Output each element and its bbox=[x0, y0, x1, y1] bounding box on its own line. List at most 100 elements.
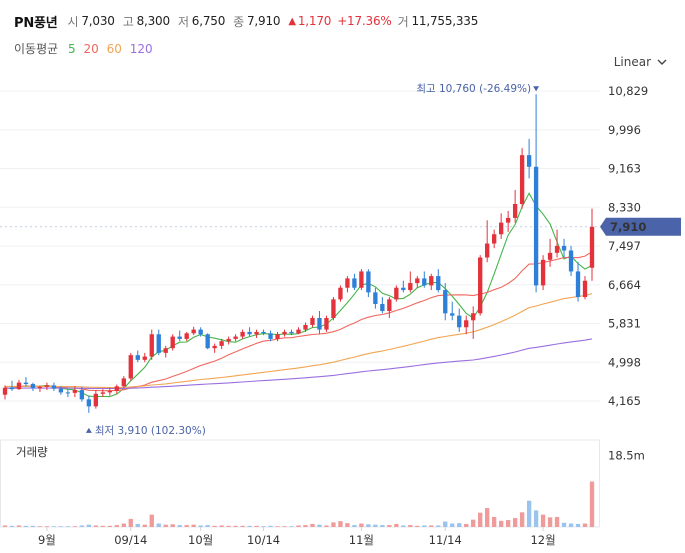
open-value: 7,030 bbox=[81, 14, 115, 28]
candle-body bbox=[345, 278, 350, 288]
volume-bar bbox=[219, 525, 224, 527]
candle-body bbox=[359, 271, 364, 288]
volume-bar bbox=[30, 525, 36, 527]
volume-bar bbox=[589, 481, 595, 527]
candles bbox=[2, 94, 595, 413]
current-price-tag bbox=[600, 217, 681, 236]
scale-selector-label: Linear bbox=[613, 55, 651, 69]
change-percent: +17.36% bbox=[337, 14, 392, 28]
price-axis: 10,829 9,996 9,163 8,330 7,497 6,664 5,831 4,99… bbox=[608, 84, 648, 408]
volume-bar bbox=[205, 525, 210, 527]
volume-bar bbox=[394, 523, 399, 527]
volume-bar bbox=[240, 525, 245, 527]
volume-bar bbox=[457, 523, 462, 527]
volume-bar bbox=[156, 523, 161, 527]
candle-body bbox=[512, 203, 518, 218]
price-tick-label: 7,497 bbox=[608, 239, 641, 253]
high-label: 고 bbox=[122, 14, 134, 29]
volume-bar bbox=[296, 525, 301, 527]
close-value: 7,910 bbox=[246, 14, 281, 28]
volume-bar bbox=[100, 525, 105, 527]
candle-body bbox=[582, 280, 588, 298]
volume-title: 거래량 bbox=[16, 445, 48, 459]
low-marker-icon bbox=[85, 427, 92, 433]
candle-body bbox=[505, 217, 511, 223]
candle-body bbox=[422, 278, 427, 286]
volume-bar bbox=[554, 516, 560, 527]
volume-bar bbox=[233, 525, 238, 527]
volume-bar bbox=[16, 525, 22, 527]
candle-body bbox=[9, 387, 15, 390]
volume-bar bbox=[247, 525, 252, 527]
candle-body bbox=[450, 313, 455, 316]
candle-body bbox=[163, 348, 168, 353]
price-tick-label: 8,330 bbox=[608, 200, 641, 214]
volume-bar bbox=[380, 525, 385, 527]
volume-bar bbox=[373, 524, 378, 527]
ma-120-line bbox=[5, 338, 593, 390]
candle-body bbox=[219, 341, 224, 346]
volume-bar bbox=[128, 518, 133, 527]
volume-bar bbox=[324, 525, 329, 527]
chevron-down-icon bbox=[657, 59, 667, 65]
volume-bar bbox=[408, 525, 413, 527]
volume-bar bbox=[436, 525, 441, 527]
candle-body bbox=[198, 329, 203, 335]
volume-bar bbox=[492, 516, 497, 527]
volume-bar bbox=[464, 523, 469, 527]
candle-body bbox=[240, 331, 245, 337]
candle-body bbox=[415, 278, 420, 284]
volume-bar bbox=[184, 525, 189, 527]
ma-5-label[interactable]: 5 bbox=[68, 42, 76, 56]
ma-20-label[interactable]: 20 bbox=[83, 42, 99, 56]
volume-bar bbox=[401, 525, 406, 527]
ma-60-label[interactable]: 60 bbox=[106, 42, 122, 56]
candle-body bbox=[380, 304, 385, 311]
candle-body bbox=[533, 166, 539, 286]
volume-bar bbox=[261, 526, 266, 527]
candle-body bbox=[226, 338, 231, 342]
ma-5-line bbox=[4, 192, 593, 398]
volume-bar bbox=[575, 523, 581, 527]
volume-bar bbox=[505, 520, 511, 527]
candle-body bbox=[589, 226, 595, 268]
volume-bar bbox=[254, 525, 259, 527]
volume-bar bbox=[121, 523, 126, 527]
volume-tick-label: 18.5m bbox=[608, 448, 645, 462]
candle-body bbox=[121, 378, 126, 387]
candle-body bbox=[184, 333, 189, 339]
candle-body bbox=[149, 334, 154, 357]
candle-body bbox=[338, 287, 343, 300]
date-tick-label: 11/14 bbox=[429, 533, 462, 547]
candle-body bbox=[37, 386, 43, 389]
price-tick-label: 9,996 bbox=[608, 123, 641, 137]
close-label: 종 bbox=[233, 14, 244, 29]
candle-body bbox=[177, 336, 182, 339]
volume-bar bbox=[561, 522, 567, 527]
volume-bar bbox=[198, 525, 203, 527]
ma-120-label[interactable]: 120 bbox=[129, 42, 153, 56]
volume-bar bbox=[450, 523, 455, 527]
candle-body bbox=[457, 315, 462, 328]
candle-body bbox=[429, 276, 434, 286]
candle-body bbox=[282, 331, 287, 335]
candle-body bbox=[65, 392, 71, 394]
quote-header: PN풍년 시 7,030 고 8,300 저 6,750 종 7,910 ▲ 1… bbox=[14, 12, 486, 31]
volume-bar bbox=[443, 521, 448, 527]
volume-bar bbox=[135, 523, 140, 527]
price-tick-label: 10,829 bbox=[608, 84, 648, 98]
price-tick-label: 4,998 bbox=[608, 355, 641, 369]
volume-bar bbox=[498, 520, 504, 527]
volume-bar bbox=[582, 523, 588, 527]
volume-bar bbox=[359, 523, 364, 527]
candle-body bbox=[142, 356, 147, 360]
high-value: 8,300 bbox=[136, 14, 171, 28]
candle-body bbox=[275, 334, 280, 339]
low-label: 저 bbox=[177, 14, 189, 29]
annotations: 최고 10,760 (-26.49%) 최저 3,910 (102.30%) 7,9… bbox=[0, 83, 681, 437]
candle-body bbox=[471, 313, 476, 321]
volume-bar bbox=[429, 525, 434, 527]
scale-selector[interactable]: Linear bbox=[614, 55, 667, 69]
candle-body bbox=[23, 382, 29, 385]
